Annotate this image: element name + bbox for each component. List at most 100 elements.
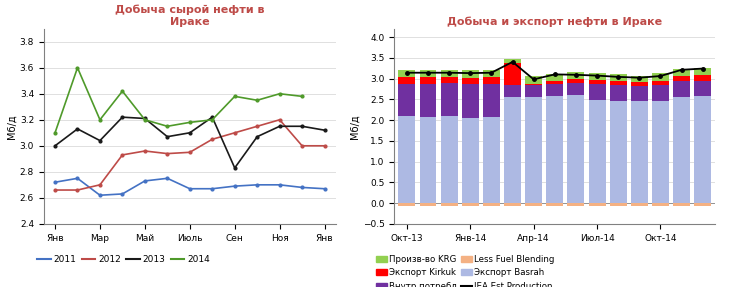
Bar: [483, 117, 500, 203]
Bar: [673, 69, 690, 76]
2013: [140, 117, 149, 120]
Bar: [567, 95, 585, 203]
IEA Est Production: [423, 71, 432, 74]
Bar: [673, 203, 690, 206]
Bar: [673, 76, 690, 82]
Bar: [546, 84, 564, 96]
Bar: [441, 203, 458, 206]
Bar: [462, 118, 479, 203]
Bar: [483, 203, 500, 206]
2011: [185, 187, 194, 191]
2013: [163, 135, 172, 138]
Bar: [441, 70, 458, 77]
Bar: [588, 203, 605, 206]
Title: Добыча и экспорт нефти в Ираке: Добыча и экспорт нефти в Ираке: [447, 16, 662, 26]
Bar: [399, 116, 415, 203]
Bar: [610, 82, 626, 85]
Bar: [631, 82, 648, 86]
Bar: [525, 97, 542, 203]
2012: [320, 144, 329, 148]
Bar: [546, 96, 564, 203]
2014: [298, 95, 307, 98]
2014: [231, 95, 239, 98]
2012: [231, 131, 239, 135]
2012: [73, 188, 82, 192]
2012: [253, 125, 261, 128]
Bar: [462, 78, 479, 84]
Bar: [504, 203, 521, 206]
Bar: [399, 203, 415, 206]
2013: [275, 125, 284, 128]
Bar: [652, 101, 669, 203]
Bar: [504, 85, 521, 97]
Bar: [588, 73, 605, 80]
2011: [320, 187, 329, 191]
Bar: [588, 84, 605, 100]
Bar: [546, 82, 564, 84]
2014: [73, 66, 82, 69]
Bar: [462, 70, 479, 78]
IEA Est Production: [402, 71, 411, 74]
2012: [96, 183, 104, 187]
Bar: [652, 73, 669, 81]
2014: [253, 98, 261, 102]
Bar: [420, 117, 437, 203]
IEA Est Production: [635, 76, 644, 79]
IEA Est Production: [699, 67, 707, 70]
2012: [208, 137, 217, 141]
2013: [253, 135, 261, 138]
Bar: [610, 74, 626, 82]
2011: [275, 183, 284, 187]
Legend: 2011, 2012, 2013, 2014: 2011, 2012, 2013, 2014: [34, 252, 213, 268]
2012: [140, 149, 149, 153]
Bar: [462, 84, 479, 118]
Bar: [504, 59, 521, 63]
Line: 2012: 2012: [53, 118, 326, 191]
2014: [163, 125, 172, 128]
2013: [231, 166, 239, 170]
Bar: [420, 84, 437, 117]
2011: [96, 193, 104, 197]
2011: [298, 186, 307, 189]
2012: [185, 151, 194, 154]
Bar: [694, 203, 711, 206]
Bar: [652, 203, 669, 206]
2011: [73, 177, 82, 180]
2014: [50, 131, 59, 135]
Bar: [441, 83, 458, 116]
IEA Est Production: [614, 75, 623, 79]
Bar: [673, 82, 690, 97]
2011: [50, 181, 59, 184]
2013: [320, 129, 329, 132]
IEA Est Production: [593, 74, 602, 77]
2013: [208, 115, 217, 119]
Title: Добыча сырой нефти в
Ираке: Добыча сырой нефти в Ираке: [115, 4, 264, 26]
Bar: [441, 116, 458, 203]
Bar: [567, 72, 585, 79]
Bar: [631, 203, 648, 206]
2012: [163, 152, 172, 155]
2013: [185, 131, 194, 135]
Bar: [631, 76, 648, 82]
Bar: [420, 70, 437, 77]
2014: [118, 90, 127, 93]
2014: [208, 118, 217, 121]
Bar: [610, 101, 626, 203]
Y-axis label: Мб/д: Мб/д: [350, 114, 360, 139]
Bar: [525, 203, 542, 206]
Bar: [546, 203, 564, 206]
Bar: [567, 203, 585, 206]
Bar: [631, 86, 648, 101]
IEA Est Production: [656, 74, 665, 78]
IEA Est Production: [445, 71, 453, 74]
Bar: [694, 75, 711, 81]
Bar: [546, 74, 564, 82]
Bar: [399, 70, 415, 77]
Line: IEA Est Production: IEA Est Production: [405, 60, 704, 81]
2013: [73, 127, 82, 131]
Bar: [694, 68, 711, 75]
2012: [118, 153, 127, 157]
Bar: [525, 84, 542, 85]
Bar: [525, 76, 542, 84]
Line: 2011: 2011: [53, 177, 326, 197]
